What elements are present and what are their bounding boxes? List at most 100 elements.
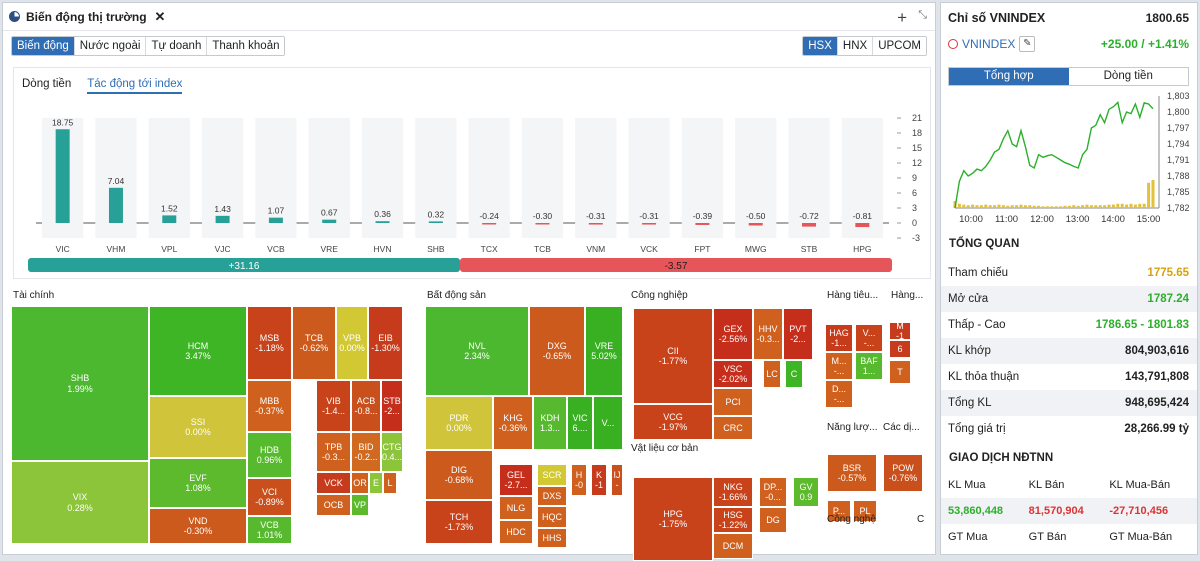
treemap-cell-pdr[interactable]: PDR 0.00%: [425, 396, 493, 450]
treemap-cell-dxg[interactable]: DXG -0.65%: [529, 306, 585, 396]
tab-tac-dong[interactable]: Tác động tới index: [87, 78, 183, 94]
treemap-cell-eib[interactable]: EIB -1.30%: [368, 306, 403, 380]
treemap-cell-cii[interactable]: CII -1.77%: [633, 308, 713, 404]
treemap-cell-lc[interactable]: LC: [763, 360, 781, 388]
treemap-cell-baf[interactable]: BAF 1...: [855, 352, 883, 380]
x-tick-label: TCX: [481, 244, 498, 254]
treemap-cell-or[interactable]: OR: [351, 472, 369, 494]
tab-bien-dong[interactable]: Biến động: [12, 37, 75, 55]
treemap-cell-c[interactable]: C: [785, 360, 803, 388]
treemap-cell-dg[interactable]: DG: [759, 507, 787, 533]
treemap-cell-ocb[interactable]: OCB: [316, 494, 351, 516]
treemap-cell-nkg[interactable]: NKG -1.66%: [713, 477, 753, 507]
treemap-cell-vnd[interactable]: VND -0.30%: [149, 508, 247, 544]
minimize-icon[interactable]: ⤡: [918, 9, 927, 21]
treemap-cell-stb[interactable]: STB -2...: [381, 380, 403, 432]
treemap-cell-ssi[interactable]: SSI 0.00%: [149, 396, 247, 458]
treemap-cell-p[interactable]: P...: [827, 500, 851, 522]
tab-dong-tien-index[interactable]: Dòng tiền: [1103, 70, 1153, 82]
treemap-cell-hpg[interactable]: HPG -1.75%: [633, 477, 713, 561]
cell-change: -1...: [831, 338, 847, 348]
tab-tu-doanh[interactable]: Tự doanh: [146, 37, 208, 55]
treemap-cell-gel[interactable]: GEL -2.7...: [499, 464, 533, 496]
treemap-cell-h[interactable]: H -0: [571, 464, 587, 496]
treemap-cell-pvt[interactable]: PVT -2...: [783, 308, 813, 360]
treemap-cell-vib[interactable]: VIB -1.4...: [316, 380, 351, 432]
treemap-cell-bid[interactable]: BID -0.2...: [351, 432, 381, 472]
treemap-cell-kdh[interactable]: KDH 1.3...: [533, 396, 567, 450]
treemap-cell-hsg[interactable]: HSG -1.22%: [713, 507, 753, 533]
treemap-cell-tpb[interactable]: TPB -0.3...: [316, 432, 351, 472]
tab-nuoc-ngoai[interactable]: Nước ngoài: [74, 37, 147, 55]
tab-tong-hop[interactable]: Tổng hợp: [949, 68, 1069, 85]
treemap-cell-vre[interactable]: VRE 5.02%: [585, 306, 623, 396]
treemap-cell-vsc[interactable]: VSC -2.02%: [713, 360, 753, 388]
treemap-cell-vix[interactable]: VIX 0.28%: [11, 461, 149, 544]
treemap-cell-dig[interactable]: DIG -0.68%: [425, 450, 493, 500]
tab-hsx[interactable]: HSX: [803, 37, 838, 55]
treemap-cell-mbb[interactable]: MBB -0.37%: [247, 380, 292, 432]
tab-hnx[interactable]: HNX: [837, 37, 874, 55]
treemap-cell-vci[interactable]: VCI -0.89%: [247, 478, 292, 516]
cell-change: -1.73%: [444, 522, 474, 532]
treemap-cell-pl[interactable]: PL: [853, 500, 877, 522]
treemap-cell-e[interactable]: E: [369, 472, 383, 494]
treemap-cell-t[interactable]: T: [889, 360, 911, 384]
treemap-cell-vpb[interactable]: VPB 0.00%: [336, 306, 368, 380]
treemap-sector: Năng lượ... BSR -0.57% P... PL: [825, 420, 883, 522]
treemap-cell-dp[interactable]: DP... -0...: [759, 477, 787, 507]
treemap-cell-ctg[interactable]: CTG 0.4...: [381, 432, 403, 472]
treemap-cell-6[interactable]: 6: [889, 340, 911, 358]
treemap-cell-v[interactable]: V...: [593, 396, 623, 450]
treemap-cell-nvl[interactable]: NVL 2.34%: [425, 306, 529, 396]
tab-thanh-khoan[interactable]: Thanh khoản: [207, 37, 285, 55]
treemap-cell-vck[interactable]: VCK: [316, 472, 351, 494]
treemap-cell-d[interactable]: D... -...: [825, 380, 853, 408]
treemap-cell-dxs[interactable]: DXS: [537, 486, 567, 506]
treemap-cell-pow[interactable]: POW -0.76%: [883, 454, 923, 492]
treemap-cell-dcm[interactable]: DCM: [713, 533, 753, 559]
treemap-cell-l[interactable]: L: [383, 472, 397, 494]
treemap-cell-hag[interactable]: HAG -1...: [825, 324, 853, 352]
bar: [695, 223, 710, 225]
treemap-cell-m[interactable]: M... -...: [825, 352, 853, 380]
treemap-cell-hqc[interactable]: HQC: [537, 506, 567, 528]
treemap-cell-crc[interactable]: CRC: [713, 416, 753, 440]
treemap-cell-gv[interactable]: GV 0.9: [793, 477, 819, 507]
treemap-cell-hhv[interactable]: HHV -0.3...: [753, 308, 783, 360]
index-name[interactable]: VNINDEX: [962, 37, 1016, 51]
treemap-cell-hdc[interactable]: HDC: [499, 520, 533, 544]
add-icon[interactable]: +: [897, 8, 907, 27]
treemap-cell-v[interactable]: V... -...: [855, 324, 883, 352]
treemap-cell-k[interactable]: K -1: [591, 464, 607, 496]
treemap-cell-hdb[interactable]: HDB 0.96%: [247, 432, 292, 478]
treemap-cell-gex[interactable]: GEX -2.56%: [713, 308, 753, 360]
treemap-cell-shb[interactable]: SHB 1.99%: [11, 306, 149, 461]
treemap-cell-vcg[interactable]: VCG -1.97%: [633, 404, 713, 440]
treemap-cell-msb[interactable]: MSB -1.18%: [247, 306, 292, 380]
treemap-cell-scr[interactable]: SCR: [537, 464, 567, 486]
treemap-cell-tcb[interactable]: TCB -0.62%: [292, 306, 336, 380]
treemap-cell-ij[interactable]: IJ -: [611, 464, 623, 496]
treemap-cell-nlg[interactable]: NLG: [499, 496, 533, 520]
treemap-cell-pci[interactable]: PCI: [713, 388, 753, 416]
tab-upcom[interactable]: UPCOM: [873, 37, 926, 55]
bar-value-label: -0.24: [479, 211, 499, 221]
edit-icon[interactable]: ✎: [1019, 36, 1036, 52]
treemap-cell-hhs[interactable]: HHS: [537, 528, 567, 548]
volume-bar: [984, 204, 988, 208]
treemap-cell-vic[interactable]: VIC 6....: [567, 396, 593, 450]
treemap-cell-bsr[interactable]: BSR -0.57%: [827, 454, 877, 492]
treemap-cell-hcm[interactable]: HCM 3.47%: [149, 306, 247, 396]
cell-ticker: KDH: [540, 412, 560, 423]
treemap-cell-vcb[interactable]: VCB 1.01%: [247, 516, 292, 544]
treemap-cell-tch[interactable]: TCH -1.73%: [425, 500, 493, 544]
treemap-cell-evf[interactable]: EVF 1.08%: [149, 458, 247, 508]
treemap-cell-khg[interactable]: KHG -0.36%: [493, 396, 533, 450]
treemap-cell-m[interactable]: M -1: [889, 322, 911, 340]
treemap-cell-acb[interactable]: ACB -0.8...: [351, 380, 381, 432]
close-icon[interactable]: ✕: [154, 8, 166, 24]
treemap-cell-vp[interactable]: VP: [351, 494, 369, 516]
volume-bar: [1116, 203, 1120, 208]
tab-dong-tien[interactable]: Dòng tiền: [22, 78, 72, 90]
